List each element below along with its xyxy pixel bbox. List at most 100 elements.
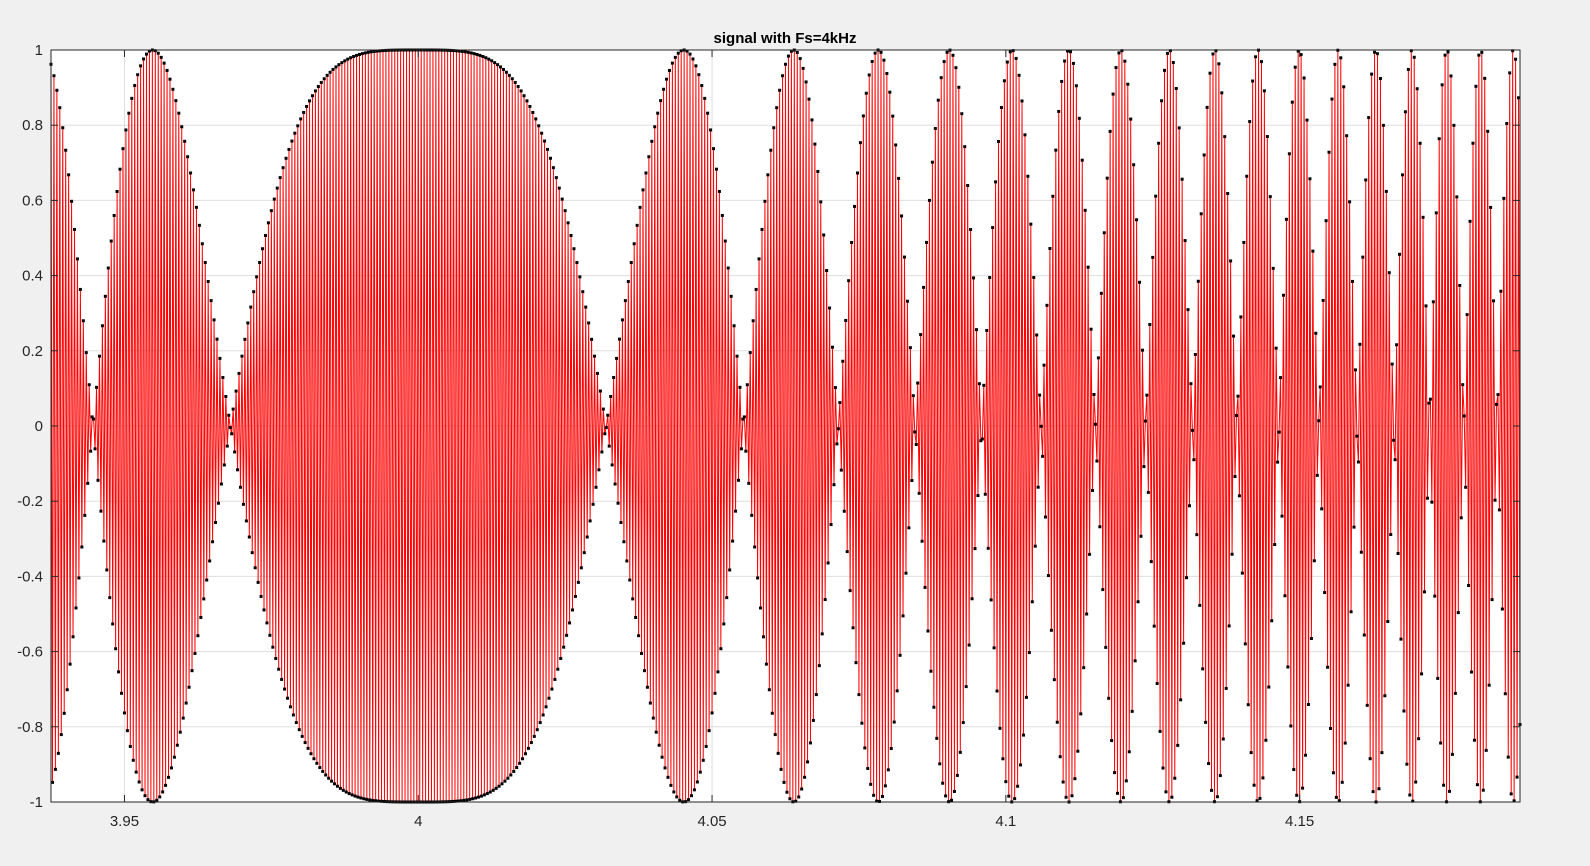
- y-tick-label: -0.4: [17, 568, 43, 585]
- sample-point: [369, 50, 373, 54]
- sample-point: [1343, 741, 1347, 745]
- sample-marker-series: [49, 48, 1522, 804]
- sample-point: [654, 730, 658, 734]
- sample-point: [1280, 514, 1284, 518]
- sample-point: [1427, 401, 1431, 405]
- sample-point: [1467, 584, 1471, 587]
- sample-point: [1334, 795, 1338, 799]
- sample-point: [309, 752, 313, 756]
- sample-point: [290, 139, 294, 143]
- sample-point: [616, 501, 620, 505]
- sample-point: [1196, 279, 1200, 283]
- sample-point: [1120, 49, 1124, 53]
- sample-point: [995, 689, 999, 693]
- sample-point: [1248, 120, 1252, 124]
- sample-point: [491, 788, 495, 792]
- sample-point: [992, 646, 996, 650]
- sample-point: [1019, 763, 1023, 767]
- sample-point: [90, 415, 94, 419]
- sample-point: [1041, 454, 1045, 458]
- sample-point: [504, 70, 508, 74]
- sample-point: [1487, 683, 1491, 687]
- sample-point: [554, 176, 558, 180]
- sample-point: [81, 319, 85, 323]
- sample-point: [836, 427, 840, 431]
- sample-point: [177, 111, 181, 115]
- sample-point: [1365, 703, 1369, 707]
- sample-point: [303, 741, 307, 745]
- sample-point: [1205, 105, 1209, 109]
- sample-point: [832, 483, 836, 487]
- sample-point: [1367, 116, 1371, 120]
- sample-point: [494, 786, 498, 790]
- sample-point: [1145, 393, 1149, 397]
- sample-point: [471, 797, 475, 801]
- sample-point: [1148, 323, 1152, 327]
- sample-point: [685, 49, 689, 53]
- y-tick-label: 0.6: [22, 192, 43, 209]
- sample-point: [269, 209, 273, 213]
- sample-point: [1152, 624, 1156, 628]
- sample-point: [731, 539, 735, 543]
- sample-point: [318, 766, 322, 770]
- sample-point: [853, 204, 857, 208]
- sample-point: [1088, 552, 1092, 556]
- sample-point: [97, 354, 101, 358]
- sample-point: [612, 376, 616, 380]
- sample-point: [1198, 603, 1202, 607]
- x-tick-label: 4.05: [697, 813, 726, 830]
- sample-point: [1123, 59, 1127, 63]
- sample-point: [1309, 637, 1313, 641]
- sample-point: [1381, 123, 1385, 127]
- sample-point: [106, 266, 110, 270]
- sample-point: [500, 782, 504, 786]
- sample-point: [919, 333, 923, 337]
- sample-point: [78, 287, 82, 291]
- sample-point: [522, 94, 526, 98]
- sample-point: [1044, 515, 1048, 519]
- sample-point: [1508, 71, 1512, 75]
- sample-point: [1301, 786, 1305, 790]
- sample-point: [378, 49, 382, 53]
- sample-point: [659, 99, 663, 103]
- sample-point: [139, 64, 143, 68]
- sample-point: [563, 209, 567, 213]
- sample-point: [209, 299, 213, 303]
- sample-point: [687, 798, 691, 802]
- sample-point: [1486, 129, 1490, 133]
- sample-point: [839, 468, 843, 472]
- sample-point: [729, 294, 733, 298]
- sample-point: [1136, 600, 1140, 604]
- sample-point: [657, 743, 661, 747]
- sample-point: [983, 492, 987, 496]
- sample-point: [203, 261, 207, 264]
- sample-point: [1462, 414, 1466, 418]
- sample-point: [93, 447, 97, 451]
- sample-point: [1330, 97, 1334, 101]
- sample-point: [1014, 56, 1018, 60]
- sample-point: [582, 551, 586, 555]
- sample-point: [184, 701, 188, 705]
- sample-point: [964, 685, 968, 689]
- sample-point: [732, 324, 736, 328]
- sample-point: [1086, 265, 1090, 269]
- sample-point: [1499, 289, 1503, 293]
- sample-point: [864, 91, 868, 95]
- sample-point: [714, 167, 718, 171]
- sample-point: [272, 197, 276, 201]
- sample-point: [756, 576, 760, 580]
- sample-point: [710, 711, 714, 715]
- sample-point: [193, 651, 197, 655]
- sample-point: [675, 795, 679, 799]
- sample-point: [1214, 49, 1218, 53]
- sample-point: [80, 545, 84, 549]
- sample-point: [1287, 152, 1291, 156]
- sample-point: [1312, 559, 1316, 563]
- sample-point: [259, 594, 263, 598]
- sample-point: [1339, 56, 1343, 60]
- sample-point: [1378, 77, 1382, 81]
- sample-point: [241, 502, 245, 506]
- sample-point: [58, 106, 62, 110]
- sample-point: [168, 77, 172, 81]
- sample-point: [1292, 768, 1296, 772]
